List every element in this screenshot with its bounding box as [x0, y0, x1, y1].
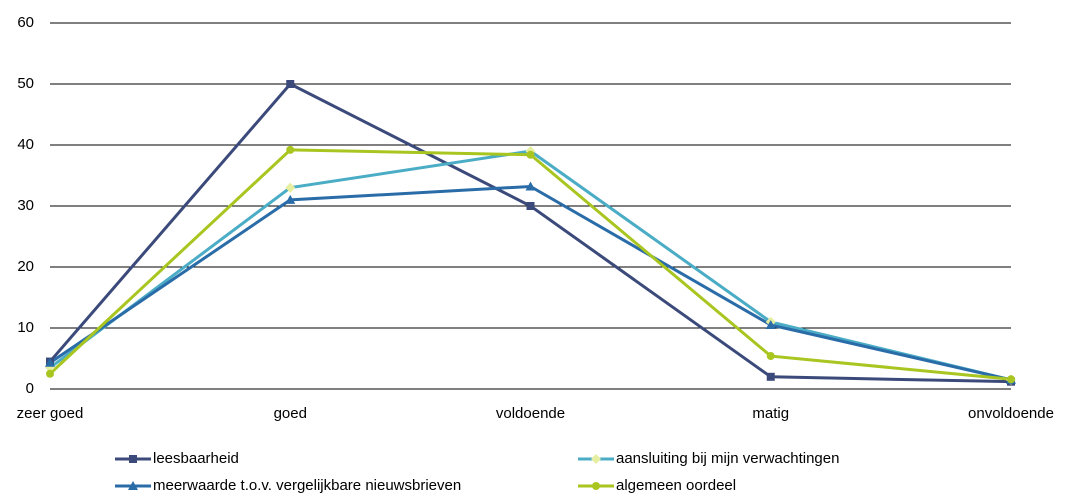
y-tick-label: 40: [17, 136, 34, 153]
y-tick-label: 60: [17, 14, 34, 31]
y-tick-label: 20: [17, 258, 34, 275]
x-tick-label: zeer goed: [17, 405, 84, 422]
marker: [525, 181, 536, 191]
x-tick-label: onvoldoende: [968, 405, 1054, 422]
marker: [1007, 375, 1015, 384]
y-tick-label: 50: [17, 75, 34, 92]
marker: [45, 357, 55, 367]
series-line: [49, 184, 1012, 382]
y-tick-label: 10: [17, 319, 34, 336]
x-tick-label: matig: [752, 405, 789, 422]
marker: [285, 182, 296, 193]
marker: [766, 352, 775, 361]
legend-label: leesbaarheid: [153, 450, 239, 467]
y-tick-label: 0: [26, 380, 34, 397]
marker: [46, 369, 54, 378]
marker: [286, 145, 295, 154]
marker: [526, 202, 535, 210]
y-tick-label: 30: [17, 197, 34, 214]
legend-label: algemeen oordeel: [616, 477, 736, 494]
series-line: [48, 82, 1012, 384]
legend-label: aansluiting bij mijn verwachtingen: [616, 450, 839, 467]
marker: [765, 319, 776, 329]
marker: [128, 481, 138, 490]
marker: [526, 150, 535, 159]
marker: [766, 372, 775, 381]
marker: [285, 194, 296, 204]
x-tick-label: goed: [274, 405, 307, 422]
marker: [286, 80, 295, 88]
marker: [129, 455, 137, 463]
legend-label: meerwaarde t.o.v. vergelijkbare nieuwsbr…: [153, 477, 461, 494]
marker: [592, 482, 600, 490]
x-tick-label: voldoende: [496, 405, 565, 422]
marker: [591, 454, 601, 464]
